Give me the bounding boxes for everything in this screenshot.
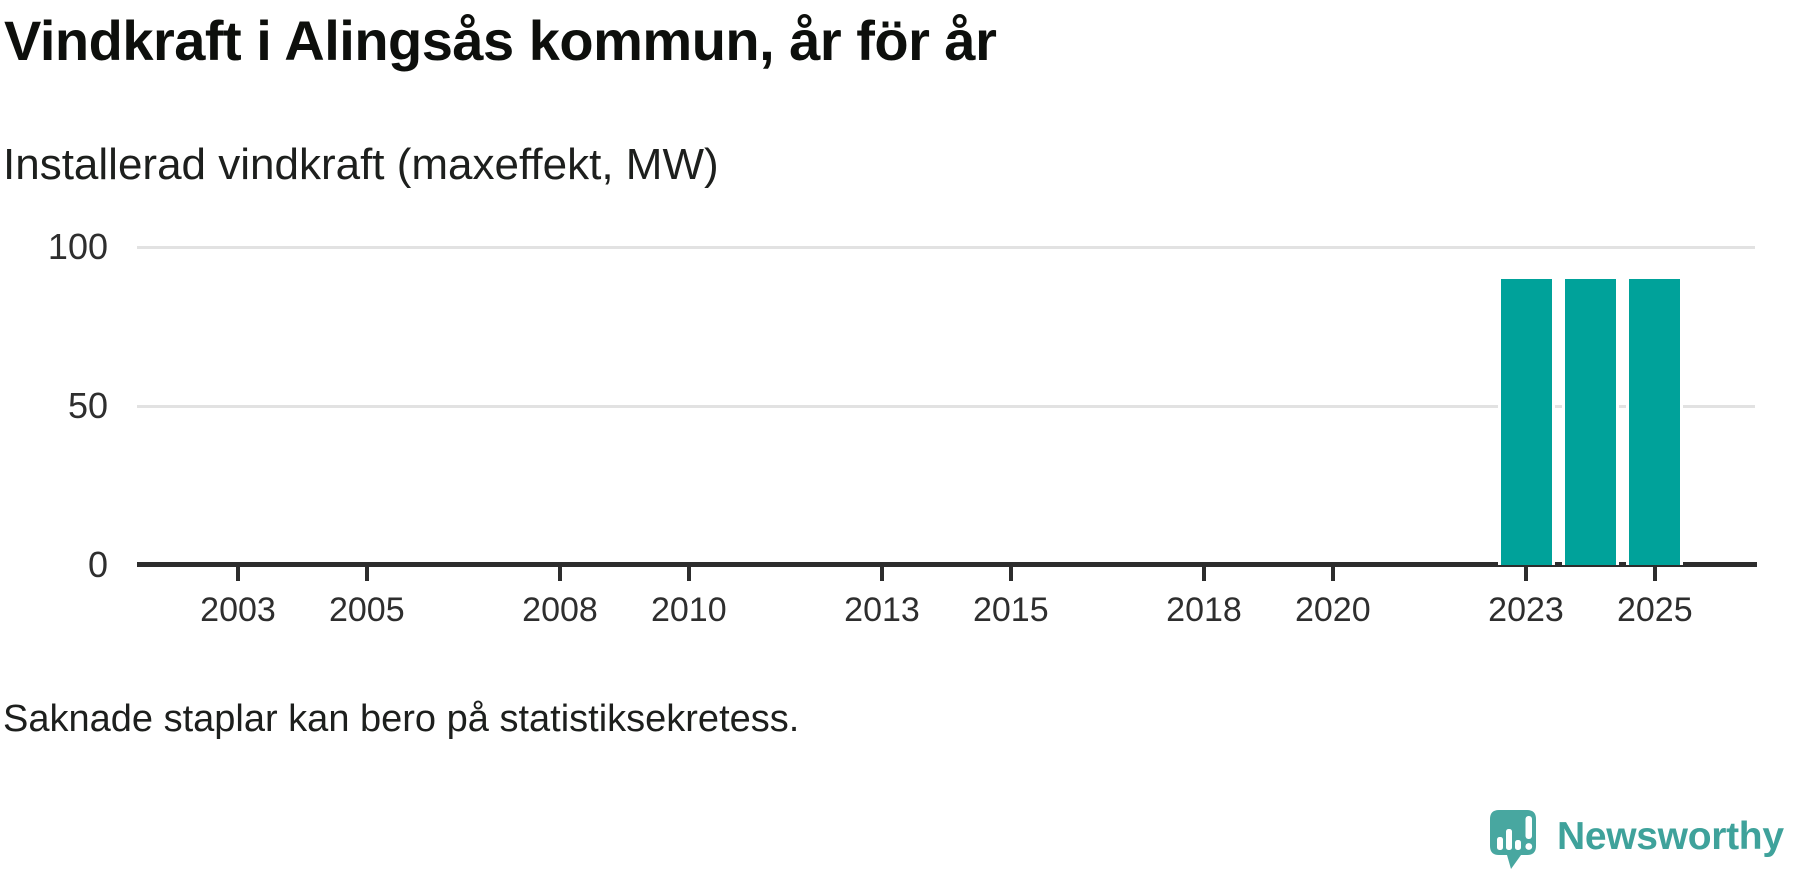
x-tick-mark-2008 — [558, 567, 562, 581]
x-tick-mark-2003 — [236, 567, 240, 581]
x-tick-label-2008: 2008 — [522, 591, 598, 629]
x-tick-mark-2020 — [1330, 567, 1335, 581]
brand-logo: Newsworthy — [1489, 808, 1800, 876]
y-tick-label-0: 0 — [87, 544, 108, 585]
brand-name: Newsworthy — [1557, 815, 1784, 858]
logo-exclamation-bar — [1525, 816, 1532, 839]
logo-bar-3 — [1515, 840, 1521, 850]
newsworthy-speech-bubble-bar-chart-icon — [1490, 810, 1536, 869]
x-tick-mark-2010 — [686, 567, 691, 581]
x-tick-label-2025: 2025 — [1616, 591, 1693, 629]
x-tick-label-2018: 2018 — [1166, 591, 1242, 629]
bar-2023 — [1497, 279, 1555, 565]
x-tick-mark-2005 — [364, 567, 369, 581]
x-tick-label-2005: 2005 — [328, 591, 405, 629]
x-tick-mark-2013 — [880, 567, 884, 581]
x-tick-label-2015: 2015 — [972, 591, 1049, 629]
gridline-y-50 — [137, 404, 1755, 408]
y-tick-label-50: 50 — [67, 385, 108, 426]
bar-2025 — [1626, 279, 1684, 565]
logo-exclamation-dot — [1525, 843, 1533, 850]
chart-title: Vindkraft i Alingsås kommun, år för år — [4, 9, 997, 72]
footnote: Saknade staplar kan bero på statistiksek… — [3, 698, 800, 740]
x-tick-label-2013: 2013 — [844, 591, 920, 629]
logo-bar-2 — [1506, 829, 1512, 850]
x-tick-label-2023: 2023 — [1488, 591, 1564, 629]
y-tick-label-100: 100 — [47, 226, 108, 267]
x-tick-label-2010: 2010 — [650, 591, 727, 629]
logo-bar-1 — [1497, 837, 1503, 850]
x-tick-mark-2015 — [1008, 567, 1013, 581]
bar-2024 — [1561, 279, 1619, 565]
chart-subtitle: Installerad vindkraft (maxeffekt, MW) — [3, 140, 719, 189]
x-tick-label-2003: 2003 — [200, 591, 276, 629]
x-tick-mark-2025 — [1652, 567, 1657, 581]
x-axis-line — [137, 562, 1757, 567]
x-tick-label-2020: 2020 — [1294, 591, 1371, 629]
x-tick-mark-2023 — [1524, 567, 1528, 581]
x-tick-mark-2018 — [1202, 567, 1206, 581]
gridline-y-100 — [137, 245, 1755, 249]
